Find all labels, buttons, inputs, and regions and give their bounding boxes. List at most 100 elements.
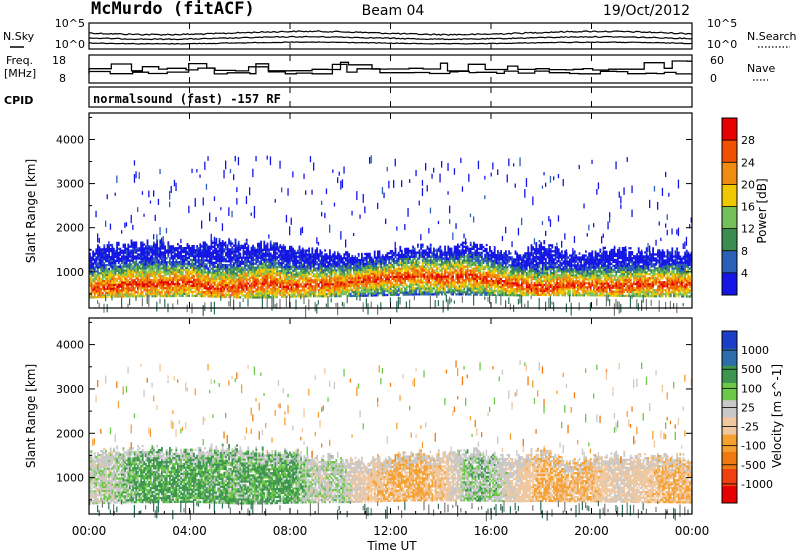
nsearch-label: N.Search (747, 30, 797, 43)
echo-cell (108, 293, 110, 296)
echo-cell (247, 272, 250, 275)
echo-cell (301, 257, 304, 260)
echo-cell (397, 277, 400, 280)
echo-cell (167, 289, 170, 292)
echo-cell (167, 249, 170, 252)
echo-cell (337, 269, 339, 272)
echo-cell (356, 270, 358, 274)
echo-cell (274, 266, 277, 269)
echo-cell (92, 258, 94, 261)
echo-cell (305, 259, 307, 262)
echo-cell (281, 254, 283, 257)
echo-cell (257, 246, 259, 249)
echo-cell (135, 277, 138, 280)
echo-cell (205, 267, 208, 270)
echo-cell (329, 249, 331, 252)
echo-cell (257, 286, 259, 289)
echo-cell (338, 283, 341, 286)
echo-cell (239, 264, 242, 267)
echo-cell (210, 283, 213, 286)
echo-cell (404, 265, 406, 268)
echo-cell (145, 287, 147, 290)
echo-cell (146, 271, 149, 274)
echo-cell (383, 293, 386, 297)
echo-cell (335, 271, 338, 274)
echo-cell (269, 264, 272, 267)
echo-cell (426, 269, 429, 272)
echo-cell (271, 276, 274, 279)
echo-cell (241, 290, 243, 293)
echo-cell (277, 246, 280, 249)
echo-cell (149, 283, 152, 286)
echo-cell (329, 281, 331, 284)
echo-cell (284, 291, 286, 294)
echo-cell (396, 293, 398, 296)
echo-cell (421, 273, 424, 276)
echo-cell (410, 279, 413, 282)
echo-cell (237, 286, 240, 289)
echo-cell (151, 265, 154, 268)
echo-cell (121, 277, 123, 280)
echo-cell (338, 273, 341, 276)
echo-cell (173, 247, 176, 250)
echo-cell (274, 294, 277, 297)
echo-cell (367, 264, 370, 267)
echo-cell (143, 263, 146, 266)
echo-cell (122, 287, 125, 290)
echo-cell (239, 260, 242, 263)
scatter-cell (161, 237, 163, 244)
echo-cell (319, 251, 322, 254)
echo-cell (405, 257, 408, 260)
echo-cell (426, 265, 429, 268)
echo-cell (156, 261, 158, 264)
echo-cell (185, 292, 187, 295)
echo-cell (261, 254, 264, 257)
echo-cell (241, 260, 243, 263)
echo-cell (145, 289, 147, 292)
echo-cell (257, 274, 259, 277)
echo-cell (202, 259, 205, 262)
echo-cell (309, 259, 312, 262)
echo-cell (250, 290, 253, 293)
echo-cell (311, 271, 314, 274)
scatter-cell (301, 226, 304, 233)
echo-cell (276, 272, 278, 275)
echo-cell (145, 275, 147, 278)
echo-cell (361, 262, 363, 266)
echo-cell (167, 269, 170, 272)
echo-cell (301, 295, 304, 298)
echo-cell (225, 281, 227, 285)
echo-cell (140, 257, 142, 260)
echo-cell (93, 272, 96, 275)
echo-cell (306, 261, 309, 264)
echo-cell (253, 262, 256, 265)
echo-cell (98, 258, 101, 261)
echo-cell (164, 251, 166, 254)
echo-cell (253, 294, 256, 297)
clutter-cell (305, 305, 307, 318)
echo-cell (253, 266, 256, 269)
echo-cell (185, 247, 187, 250)
echo-cell (209, 261, 211, 264)
echo-cell (372, 278, 374, 281)
scatter-cell (133, 160, 136, 166)
echo-cell (170, 255, 173, 258)
echo-cell (402, 285, 405, 288)
echo-cell (109, 259, 112, 263)
echo-cell (125, 277, 128, 280)
echo-cell (330, 265, 333, 268)
echo-cell (197, 251, 200, 254)
scatter-cell (333, 202, 336, 207)
scatter-cell (418, 200, 420, 206)
echo-cell (337, 291, 339, 294)
echo-cell (229, 278, 232, 281)
echo-cell (247, 252, 250, 255)
echo-cell (177, 255, 179, 258)
echo-cell (335, 279, 338, 282)
echo-cell (223, 293, 226, 296)
echo-cell (289, 261, 291, 264)
echo-cell (209, 249, 211, 252)
echo-cell (153, 263, 155, 266)
echo-cell (319, 255, 322, 258)
echo-cell (284, 267, 286, 271)
